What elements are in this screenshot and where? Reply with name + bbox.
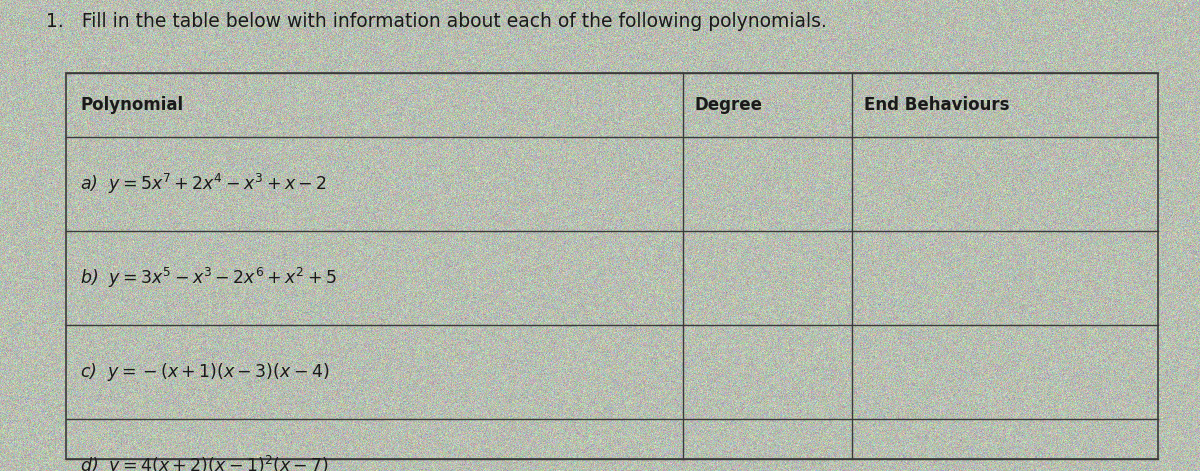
Text: 1.   Fill in the table below with information about each of the following polyno: 1. Fill in the table below with informat…: [46, 12, 827, 31]
Text: a)  $y = 5x^7 + 2x^4 - x^3 + x - 2$: a) $y = 5x^7 + 2x^4 - x^3 + x - 2$: [80, 171, 328, 196]
Text: b)  $y = 3x^5 - x^3 - 2x^6 + x^2 + 5$: b) $y = 3x^5 - x^3 - 2x^6 + x^2 + 5$: [80, 266, 337, 290]
Text: End Behaviours: End Behaviours: [864, 96, 1009, 114]
Text: Polynomial: Polynomial: [80, 96, 184, 114]
Text: c)  $y = -(x+1)(x-3)(x-4)$: c) $y = -(x+1)(x-3)(x-4)$: [80, 361, 330, 383]
Text: Degree: Degree: [695, 96, 763, 114]
Bar: [66, 73, 1158, 459]
Text: d)  $y = 4(x+2)(x-1)^2(x-7)$: d) $y = 4(x+2)(x-1)^2(x-7)$: [80, 454, 330, 471]
